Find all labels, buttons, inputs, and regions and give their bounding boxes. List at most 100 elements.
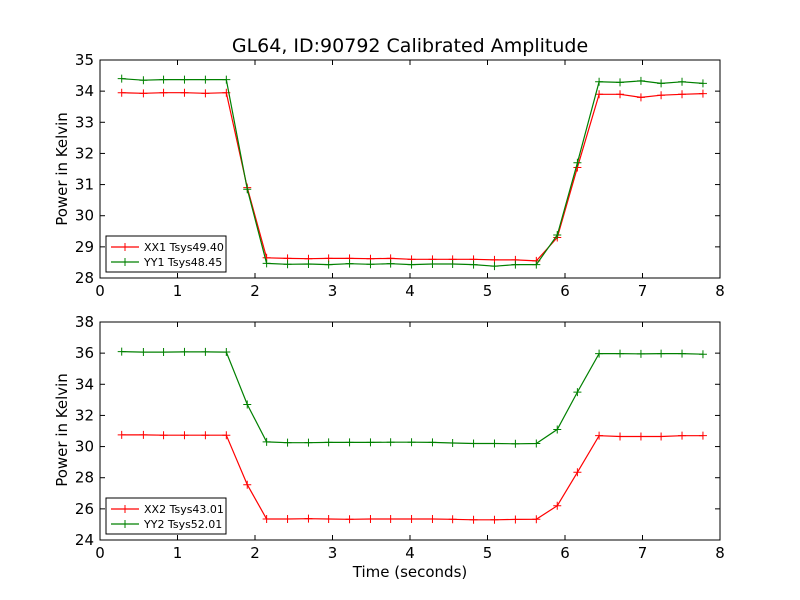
bottom-legend-marker: [121, 520, 129, 528]
bottom-xtick-label: 6: [560, 544, 570, 562]
top-data-point: [469, 260, 478, 269]
top-data-point: [262, 259, 271, 268]
bottom-data-point: [573, 388, 582, 397]
bottom-data-point: [180, 347, 189, 356]
bottom-data-point: [243, 400, 252, 409]
top-ytick-label: 35: [75, 51, 94, 69]
bottom-ytick-label: 34: [75, 375, 94, 393]
bottom-data-point: [678, 431, 687, 440]
bottom-legend-box: [105, 497, 227, 535]
bottom-data-point: [324, 438, 333, 447]
top-ytick-label: 29: [75, 238, 94, 256]
bottom-xtick-label: 3: [328, 544, 338, 562]
top-xtick-label: 2: [250, 282, 260, 300]
bottom-xtick-label: 0: [95, 544, 105, 562]
top-legend-marker: [121, 243, 129, 251]
bottom-ytick-label: 24: [75, 531, 94, 549]
bottom-data-point: [304, 514, 313, 523]
bottom-data-point: [139, 430, 148, 439]
bottom-data-point: [448, 515, 457, 524]
bottom-xtick-label: 2: [250, 544, 260, 562]
bottom-data-point: [345, 438, 354, 447]
top-data-point: [698, 79, 707, 88]
bottom-data-point: [201, 347, 210, 356]
bottom-data-point: [139, 348, 148, 357]
bottom-data-point: [678, 349, 687, 358]
bottom-data-point: [407, 438, 416, 447]
bottom-data-point: [573, 468, 582, 477]
top-data-point: [159, 75, 168, 84]
bottom-legend-label: XX2 Tsys43.01: [144, 503, 224, 516]
bottom-ytick-label: 36: [75, 344, 94, 362]
top-data-point: [304, 259, 313, 268]
bottom-data-point: [532, 515, 541, 524]
top-data-point: [573, 158, 582, 167]
bottom-data-point: [243, 480, 252, 489]
bottom-data-point: [201, 431, 210, 440]
top-data-point: [428, 259, 437, 268]
top-data-point: [201, 89, 210, 98]
top-data-point: [201, 75, 210, 84]
top-data-point: [407, 260, 416, 269]
chart-title: GL64, ID:90792 Calibrated Amplitude: [232, 35, 588, 57]
bottom-data-point: [283, 514, 292, 523]
bottom-data-point: [616, 432, 625, 441]
top-data-point: [616, 90, 625, 99]
top-data-point: [678, 77, 687, 86]
top-data-point: [636, 76, 645, 85]
bottom-data-point: [636, 349, 645, 358]
bottom-data-point: [262, 437, 271, 446]
bottom-data-point: [304, 438, 313, 447]
top-ytick-label: 31: [75, 176, 94, 194]
bottom-data-point: [553, 425, 562, 434]
top-data-point: [283, 260, 292, 269]
bottom-data-point: [428, 438, 437, 447]
bottom-data-point: [407, 514, 416, 523]
top-plot-panel: Power in Kelvin 0 1 2 3 4 5 6 7 8282930313233343…: [53, 51, 725, 300]
top-data-point: [222, 75, 231, 84]
bottom-plot-xlabel: Time (seconds): [352, 563, 468, 581]
top-data-point: [243, 185, 252, 194]
top-data-point: [324, 260, 333, 269]
bottom-data-point: [511, 515, 520, 524]
top-data-point: [139, 89, 148, 98]
top-data-point: [180, 88, 189, 97]
top-data-point: [159, 88, 168, 97]
top-ytick-label: 30: [75, 207, 94, 225]
top-data-point: [117, 74, 126, 83]
top-legend-box: [105, 235, 227, 273]
bottom-data-point: [511, 439, 520, 448]
bottom-data-point: [657, 432, 666, 441]
bottom-data-point: [222, 348, 231, 357]
top-data-point: [180, 75, 189, 84]
top-legend-label: XX1 Tsys49.40: [144, 241, 224, 254]
top-data-point: [616, 78, 625, 87]
top-data-point: [386, 259, 395, 268]
top-data-point: [532, 260, 541, 269]
bottom-data-point: [469, 439, 478, 448]
top-xtick-label: 8: [715, 282, 725, 300]
bottom-data-point: [180, 431, 189, 440]
bottom-data-point: [386, 514, 395, 523]
bottom-data-point: [469, 515, 478, 524]
bottom-data-point: [698, 350, 707, 359]
bottom-data-point: [428, 514, 437, 523]
top-xtick-label: 7: [638, 282, 648, 300]
bottom-ytick-label: 26: [75, 500, 94, 518]
bottom-data-point: [159, 431, 168, 440]
bottom-legend-marker: [121, 505, 129, 513]
bottom-data-point: [657, 349, 666, 358]
bottom-data-point: [595, 431, 604, 440]
top-xtick-label: 4: [405, 282, 415, 300]
top-data-point: [657, 91, 666, 100]
bottom-data-point: [490, 515, 499, 524]
top-data-point: [139, 76, 148, 85]
top-data-point: [657, 79, 666, 88]
top-xtick-label: 6: [560, 282, 570, 300]
bottom-ytick-label: 30: [75, 438, 94, 456]
bottom-data-point: [366, 514, 375, 523]
top-data-point: [366, 260, 375, 269]
top-data-point: [595, 90, 604, 99]
bottom-data-point: [698, 431, 707, 440]
